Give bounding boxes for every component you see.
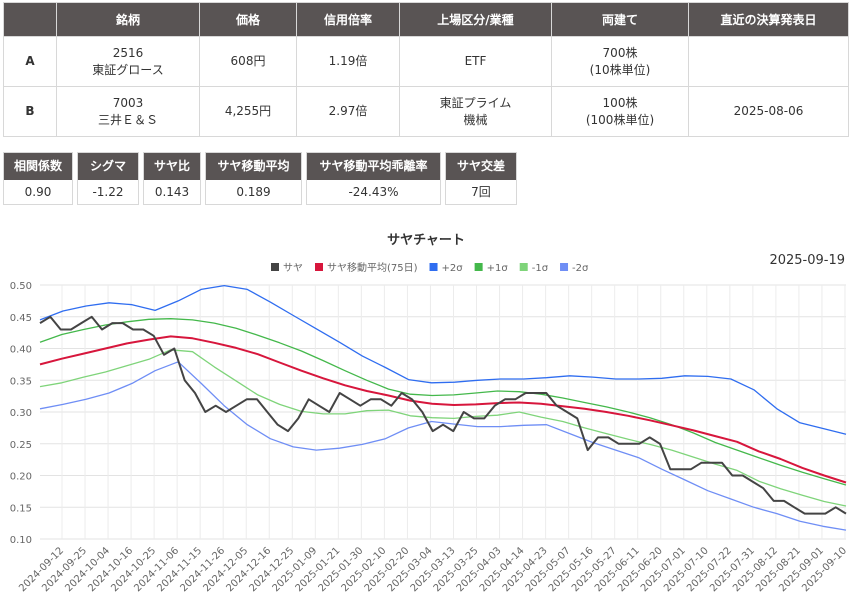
y-tick-label: 0.45 bbox=[10, 313, 32, 324]
sector-name: 機械 bbox=[463, 112, 488, 127]
stat-value: 0.189 bbox=[236, 185, 271, 199]
legend-swatch bbox=[560, 263, 569, 271]
chart-grid bbox=[40, 284, 846, 540]
legend-swatch bbox=[429, 263, 438, 271]
margin-ratio-cell: 2.97倍 bbox=[296, 86, 400, 137]
chart-date: 2025-09-19 bbox=[769, 253, 845, 268]
lot-unit: (10株単位) bbox=[589, 62, 651, 77]
stat-value: 7回 bbox=[471, 185, 491, 199]
legend-label: +2σ bbox=[442, 263, 464, 274]
table-row: A 2516 東証グロース 608円 1.19倍 ETF 700株 (10株単位) bbox=[3, 36, 849, 87]
stock-code: 2516 bbox=[112, 45, 144, 60]
header-market-sector: 上場区分/業種 bbox=[399, 2, 552, 37]
y-tick-label: 0.20 bbox=[10, 472, 32, 483]
legend-label: -1σ bbox=[532, 263, 549, 274]
stat-moving-average: サヤ移動平均 0.189 bbox=[205, 152, 302, 205]
lot-cell: 100株 (100株単位) bbox=[551, 86, 689, 137]
y-tick-label: 0.15 bbox=[10, 503, 32, 514]
y-tick-label: 0.50 bbox=[10, 281, 32, 292]
lot-cell: 700株 (10株単位) bbox=[551, 36, 689, 87]
stock-name: 東証グロース bbox=[92, 62, 164, 77]
y-axis: 0.50 0.45 0.40 0.35 0.30 0.25 0.20 0.15 0.10 bbox=[10, 281, 32, 546]
stat-label: サヤ移動平均乖離率 bbox=[307, 153, 440, 180]
legend-swatch bbox=[474, 263, 483, 271]
legend-label: サヤ bbox=[283, 262, 303, 274]
lot-unit: (100株単位) bbox=[585, 112, 655, 127]
info-table: 銘柄 価格 信用倍率 上場区分/業種 両建て 直近の決算発表日 A 2516 東証… bbox=[3, 2, 849, 137]
legend-label: -2σ bbox=[572, 263, 589, 274]
header-lot: 両建て bbox=[551, 2, 689, 37]
y-tick-label: 0.35 bbox=[10, 376, 32, 387]
margin-ratio-cell: 1.19倍 bbox=[296, 36, 400, 87]
table-row: B 7003 三井Ｅ＆Ｓ 4,255円 2.97倍 東証プライム 機械 100株 (1… bbox=[3, 86, 849, 137]
legend-swatch bbox=[315, 263, 323, 271]
stock-cell: 2516 東証グロース bbox=[56, 36, 200, 87]
stat-label: サヤ交差 bbox=[446, 153, 516, 180]
lot-count: 700株 bbox=[602, 45, 638, 60]
stat-label: サヤ移動平均 bbox=[206, 153, 301, 180]
market-name: 東証プライム bbox=[439, 95, 512, 110]
header-stock: 銘柄 bbox=[56, 2, 200, 37]
info-table-header: 銘柄 価格 信用倍率 上場区分/業種 両建て 直近の決算発表日 bbox=[3, 2, 849, 37]
series-line bbox=[39, 315, 847, 515]
header-earnings-date: 直近の決算発表日 bbox=[688, 2, 849, 37]
stat-value: -24.43% bbox=[348, 185, 399, 199]
series-line bbox=[39, 284, 847, 435]
header-margin-ratio: 信用倍率 bbox=[296, 2, 400, 37]
header-blank bbox=[3, 2, 57, 37]
chart-legend: サヤ サヤ移動平均(75日) +2σ +1σ -1σ -2σ bbox=[271, 261, 589, 274]
market-cell: 東証プライム 機械 bbox=[399, 86, 552, 137]
y-tick-label: 0.10 bbox=[10, 535, 32, 546]
stat-label: 相関係数 bbox=[4, 153, 72, 180]
stats-row: 相関係数 0.90 シグマ -1.22 サヤ比 0.143 サヤ移動平均 0.189 サ… bbox=[3, 152, 517, 205]
stat-label: シグマ bbox=[78, 153, 138, 180]
earnings-date-cell bbox=[688, 36, 849, 87]
legend-swatch bbox=[519, 263, 528, 271]
stat-sigma: シグマ -1.22 bbox=[77, 152, 139, 205]
market-name: ETF bbox=[464, 54, 487, 68]
series-line bbox=[39, 335, 847, 484]
y-tick-label: 0.40 bbox=[10, 345, 32, 356]
row-label: A bbox=[3, 36, 57, 87]
stock-cell: 7003 三井Ｅ＆Ｓ bbox=[56, 86, 200, 137]
stat-value: 0.90 bbox=[24, 185, 52, 199]
row-label: B bbox=[3, 86, 57, 137]
series-line bbox=[39, 349, 847, 507]
series-line bbox=[39, 361, 847, 531]
x-axis: 2024-09-122024-09-252024-10-042024-10-16… bbox=[17, 545, 849, 594]
spread-chart: サヤチャート 2025-09-19 サヤ サヤ移動平均(75日) +2σ +1σ -1σ… bbox=[10, 233, 849, 594]
stat-crossings: サヤ交差 7回 bbox=[445, 152, 517, 205]
price-cell: 4,255円 bbox=[199, 86, 297, 137]
legend-swatch bbox=[271, 263, 279, 271]
lot-count: 100株 bbox=[602, 95, 638, 110]
stat-label: サヤ比 bbox=[144, 153, 200, 180]
stat-correlation: 相関係数 0.90 bbox=[3, 152, 73, 205]
stock-name: 三井Ｅ＆Ｓ bbox=[97, 112, 158, 127]
stat-value: -1.22 bbox=[92, 185, 124, 199]
earnings-date-cell: 2025-08-06 bbox=[688, 86, 849, 137]
price-cell: 608円 bbox=[199, 36, 297, 87]
header-price: 価格 bbox=[199, 2, 297, 37]
stock-code: 7003 bbox=[112, 95, 144, 110]
legend-label: +1σ bbox=[487, 263, 509, 274]
series-line bbox=[39, 318, 847, 486]
legend-label: サヤ移動平均(75日) bbox=[327, 261, 418, 274]
market-cell: ETF bbox=[399, 36, 552, 87]
stat-deviation-rate: サヤ移動平均乖離率 -24.43% bbox=[306, 152, 441, 205]
stat-value: 0.143 bbox=[154, 185, 190, 199]
chart-title: サヤチャート bbox=[387, 233, 465, 248]
y-tick-label: 0.25 bbox=[10, 440, 32, 451]
y-tick-label: 0.30 bbox=[10, 408, 32, 419]
chart-series bbox=[39, 284, 847, 531]
stat-spread-ratio: サヤ比 0.143 bbox=[143, 152, 201, 205]
